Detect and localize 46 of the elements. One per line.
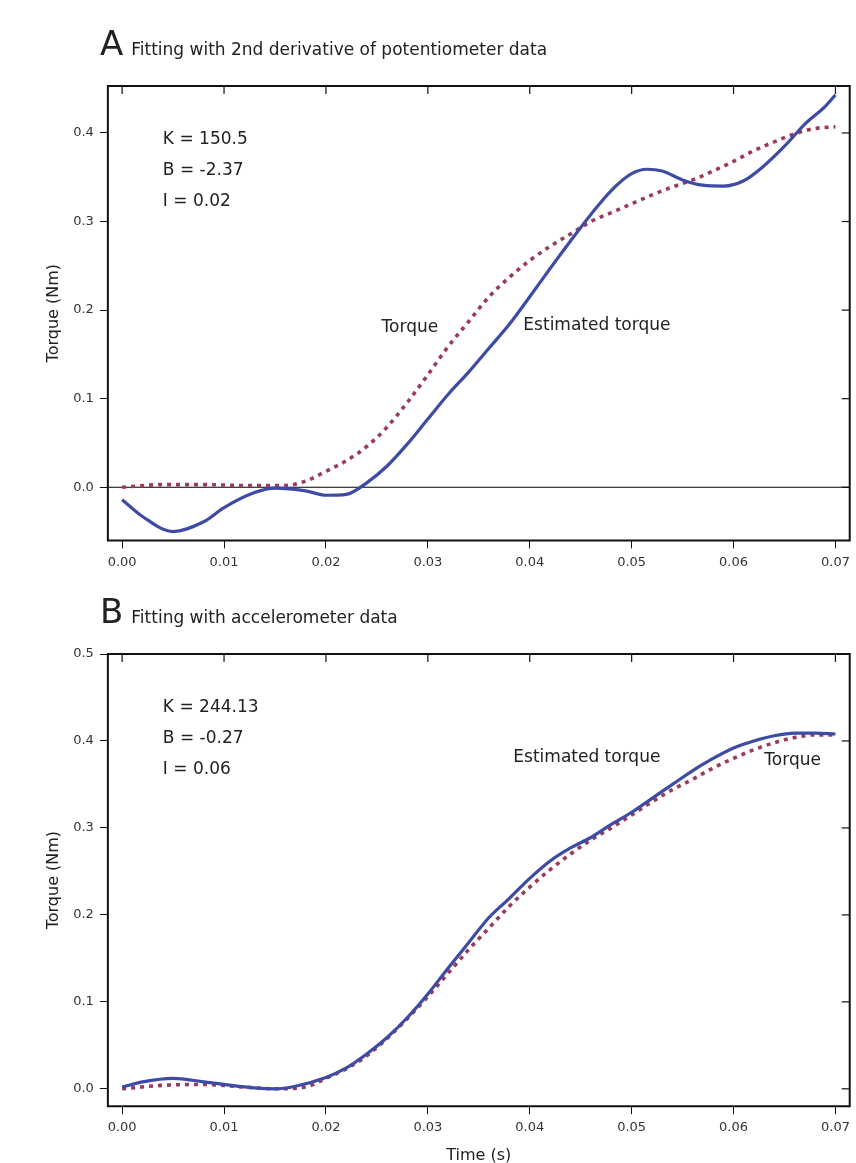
x-tick-label: 0.05 — [617, 1119, 647, 1135]
y-tick-label: 0.1 — [73, 993, 94, 1009]
x-tick-label: 0.04 — [515, 553, 545, 569]
y-tick-label: 0.3 — [73, 212, 94, 228]
chart-title: B — [100, 591, 124, 631]
line-series — [120, 124, 838, 490]
y-tick-label: 0.2 — [73, 906, 94, 922]
series-label: Estimated torque — [513, 746, 661, 767]
annotation: I = 0.02 — [162, 190, 231, 210]
y-tick-label: 0.4 — [73, 732, 94, 748]
y-tick-label: 0.4 — [73, 124, 94, 140]
x-tick-label: 0.07 — [820, 553, 850, 569]
x-tick-label: 0.05 — [617, 553, 647, 569]
series-label: Estimated torque — [523, 314, 671, 335]
x-tick-label: 0.00 — [107, 553, 137, 569]
annotation: K = 244.13 — [162, 696, 259, 716]
annotation: I = 0.06 — [162, 758, 231, 778]
x-tick-label: 0.04 — [515, 1119, 545, 1135]
y-tick-label: 0.5 — [73, 645, 94, 661]
y-tick-label: 0.0 — [73, 1080, 94, 1096]
x-tick-label: 0.03 — [413, 553, 443, 569]
x-tick-label: 0.01 — [209, 1119, 239, 1135]
line-series — [120, 93, 838, 534]
x-tick-label: 0.00 — [107, 1119, 137, 1135]
y-tick-label: 0.0 — [73, 478, 94, 494]
x-tick-label: 0.02 — [311, 553, 341, 569]
chart-title: A — [100, 23, 124, 63]
x-tick-label: 0.01 — [209, 553, 239, 569]
x-tick-label: 0.03 — [413, 1119, 443, 1135]
y-axis-title: Torque (Nm) — [42, 830, 62, 931]
x-tick-label: 0.07 — [820, 1119, 850, 1135]
y-axis-title: Torque (Nm) — [42, 264, 62, 364]
x-axis-title: Time (s) — [445, 1144, 512, 1163]
y-tick-label: 0.3 — [73, 819, 94, 835]
series-label: Torque — [763, 748, 821, 769]
chart-subtitle: Fitting with accelerometer data — [131, 606, 398, 628]
series-label: Torque — [380, 316, 439, 337]
y-tick-label: 0.1 — [73, 390, 94, 406]
annotation: B = -0.27 — [162, 727, 244, 747]
chart-subtitle: Fitting with 2nd derivative of potentiometer data — [131, 38, 548, 60]
y-tick-label: 0.2 — [73, 301, 94, 317]
x-tick-label: 0.06 — [719, 1119, 749, 1135]
x-tick-label: 0.06 — [719, 553, 749, 569]
annotation: K = 150.5 — [162, 128, 248, 148]
x-tick-label: 0.02 — [311, 1119, 341, 1135]
annotation: B = -2.37 — [162, 159, 244, 179]
